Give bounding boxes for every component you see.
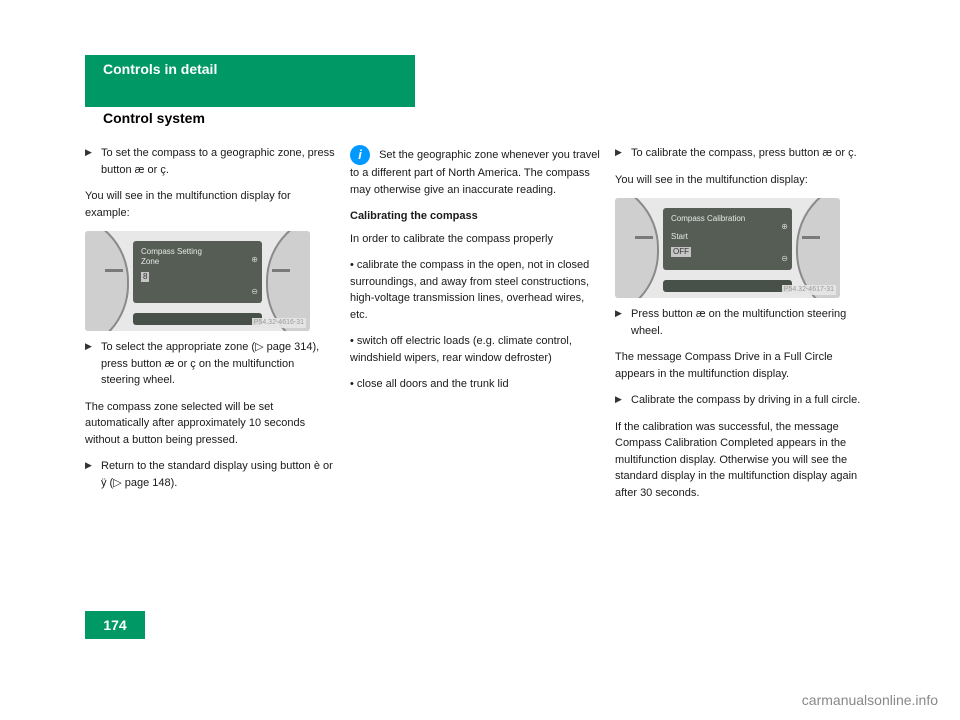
- page-number: 174: [85, 611, 145, 639]
- gauge-left: [615, 198, 659, 298]
- text: close all doors and the trunk lid: [357, 378, 509, 390]
- instruction-step: To calibrate the compass, press button æ…: [615, 145, 865, 162]
- screen-line: Start: [671, 232, 784, 242]
- tick: [105, 269, 123, 272]
- display-figure-zone: Compass Setting Zone 8 ⊕ ⊖ P54.32-4616-3…: [85, 231, 310, 331]
- minus-icon: ⊖: [251, 287, 258, 297]
- lcd-screen: Compass Calibration Start OFF ⊕ ⊖: [663, 208, 792, 270]
- instruction-step: Press button æ on the multifunction stee…: [615, 306, 865, 339]
- gauge-right: [266, 231, 310, 331]
- screen-bottom: [663, 280, 792, 292]
- text: Return to the standard display using but…: [101, 460, 311, 472]
- screen-bottom: [133, 313, 262, 325]
- bullet: • switch off electric loads (e.g. climat…: [350, 333, 600, 366]
- text: æ or ç.: [135, 164, 169, 176]
- display-figure-calibration: Compass Calibration Start OFF ⊕ ⊖ P54.32…: [615, 198, 840, 298]
- text: Press button: [631, 308, 693, 320]
- screen-value: OFF: [671, 247, 691, 257]
- tick: [802, 236, 820, 239]
- screen-line: Compass Calibration: [671, 214, 784, 224]
- minus-icon: ⊖: [781, 254, 788, 264]
- text: To calibrate the compass, press button: [631, 147, 819, 159]
- text: switch off electric loads (e.g. climate …: [350, 335, 572, 364]
- watermark: carmanualsonline.info: [802, 692, 938, 708]
- screen-value: 8: [141, 272, 149, 282]
- lcd-screen: Compass Setting Zone 8 ⊕ ⊖: [133, 241, 262, 303]
- bullet: • calibrate the compass in the open, not…: [350, 257, 600, 323]
- section-heading: Calibrating the compass: [350, 208, 600, 225]
- text: To select the appropriate zone (: [101, 341, 255, 353]
- instruction-step: To select the appropriate zone (▷ page 3…: [85, 339, 335, 389]
- text: calibrate the compass in the open, not i…: [350, 259, 589, 321]
- plus-icon: ⊕: [781, 222, 788, 232]
- text: æ or ç.: [822, 147, 856, 159]
- screen-line: Zone: [141, 257, 254, 267]
- gauge-right: [796, 198, 840, 298]
- body-text: In order to calibrate the compass proper…: [350, 231, 600, 248]
- instruction-step: Calibrate the compass by driving in a fu…: [615, 392, 865, 409]
- body-text: You will see in the multifunction displa…: [85, 188, 335, 221]
- plus-icon: ⊕: [251, 255, 258, 265]
- body-text: You will see in the multifunction displa…: [615, 172, 865, 189]
- body-text: The compass zone selected will be set au…: [85, 399, 335, 449]
- instruction-step: To set the compass to a geographic zone,…: [85, 145, 335, 178]
- header-tab: Controls in detail: [85, 55, 415, 107]
- info-icon: i: [350, 145, 370, 165]
- column-2: i Set the geographic zone whenever you t…: [350, 145, 600, 403]
- tick: [635, 236, 653, 239]
- body-text: If the calibration was successful, the m…: [615, 419, 865, 502]
- info-note: i Set the geographic zone whenever you t…: [350, 145, 600, 198]
- instruction-step: Return to the standard display using but…: [85, 458, 335, 491]
- gauge-left: [85, 231, 129, 331]
- bullet: • close all doors and the trunk lid: [350, 376, 600, 393]
- screen-line: Compass Setting: [141, 247, 254, 257]
- column-1: To set the compass to a geographic zone,…: [85, 145, 335, 501]
- body-text: The message Compass Drive in a Full Circ…: [615, 349, 865, 382]
- figure-ref: P54.32-4616-31: [252, 318, 306, 329]
- header-tab-label: Controls in detail: [103, 61, 217, 77]
- tick: [272, 269, 290, 272]
- text: page 148).: [125, 477, 178, 489]
- figure-ref: P54.32-4617-31: [782, 285, 836, 296]
- column-3: To calibrate the compass, press button æ…: [615, 145, 865, 511]
- manual-page: { "header":{"tab":"Controls in detail","…: [0, 0, 960, 720]
- header-subheading: Control system: [103, 110, 205, 126]
- note-text: Set the geographic zone whenever you tra…: [350, 149, 600, 196]
